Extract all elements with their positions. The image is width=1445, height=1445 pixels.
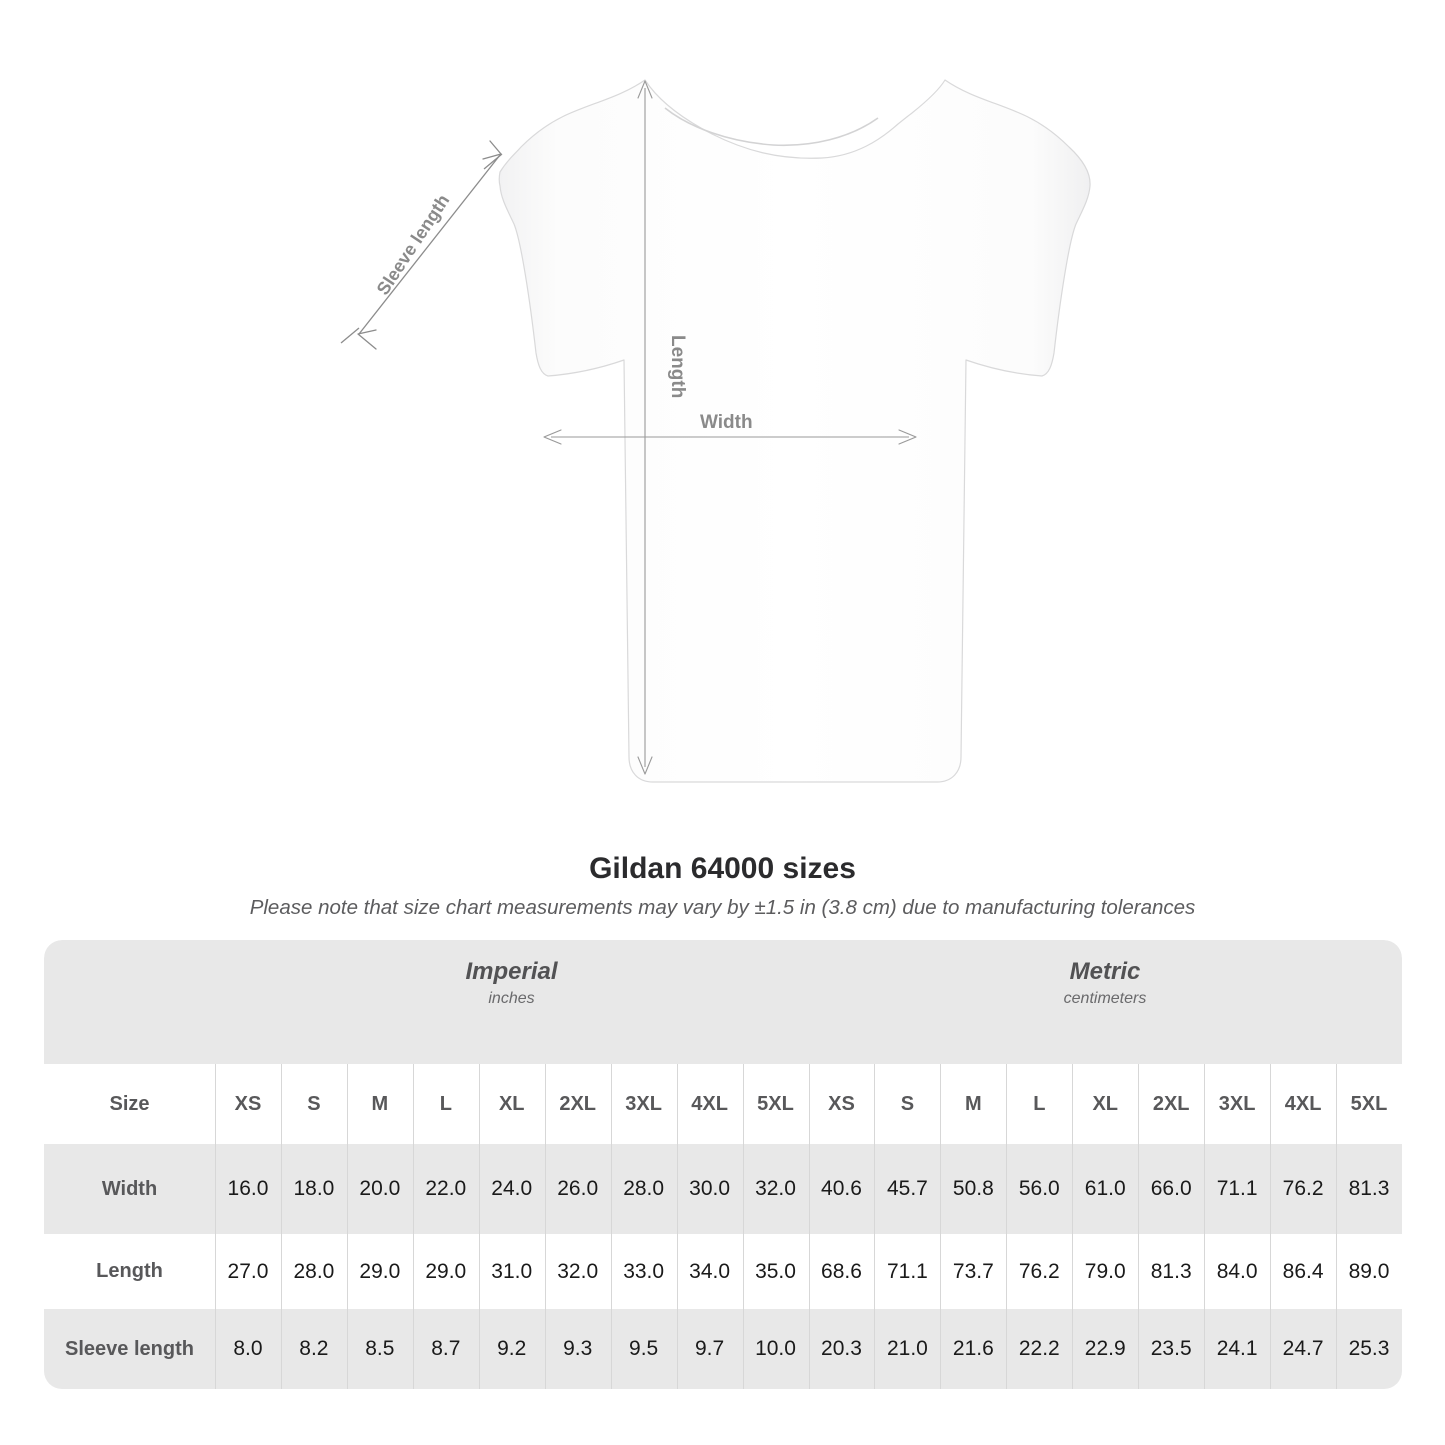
svg-text:Sleeve length: Sleeve length bbox=[373, 191, 454, 299]
svg-text:Width: Width bbox=[700, 412, 753, 433]
svg-text:Length: Length bbox=[667, 335, 688, 398]
